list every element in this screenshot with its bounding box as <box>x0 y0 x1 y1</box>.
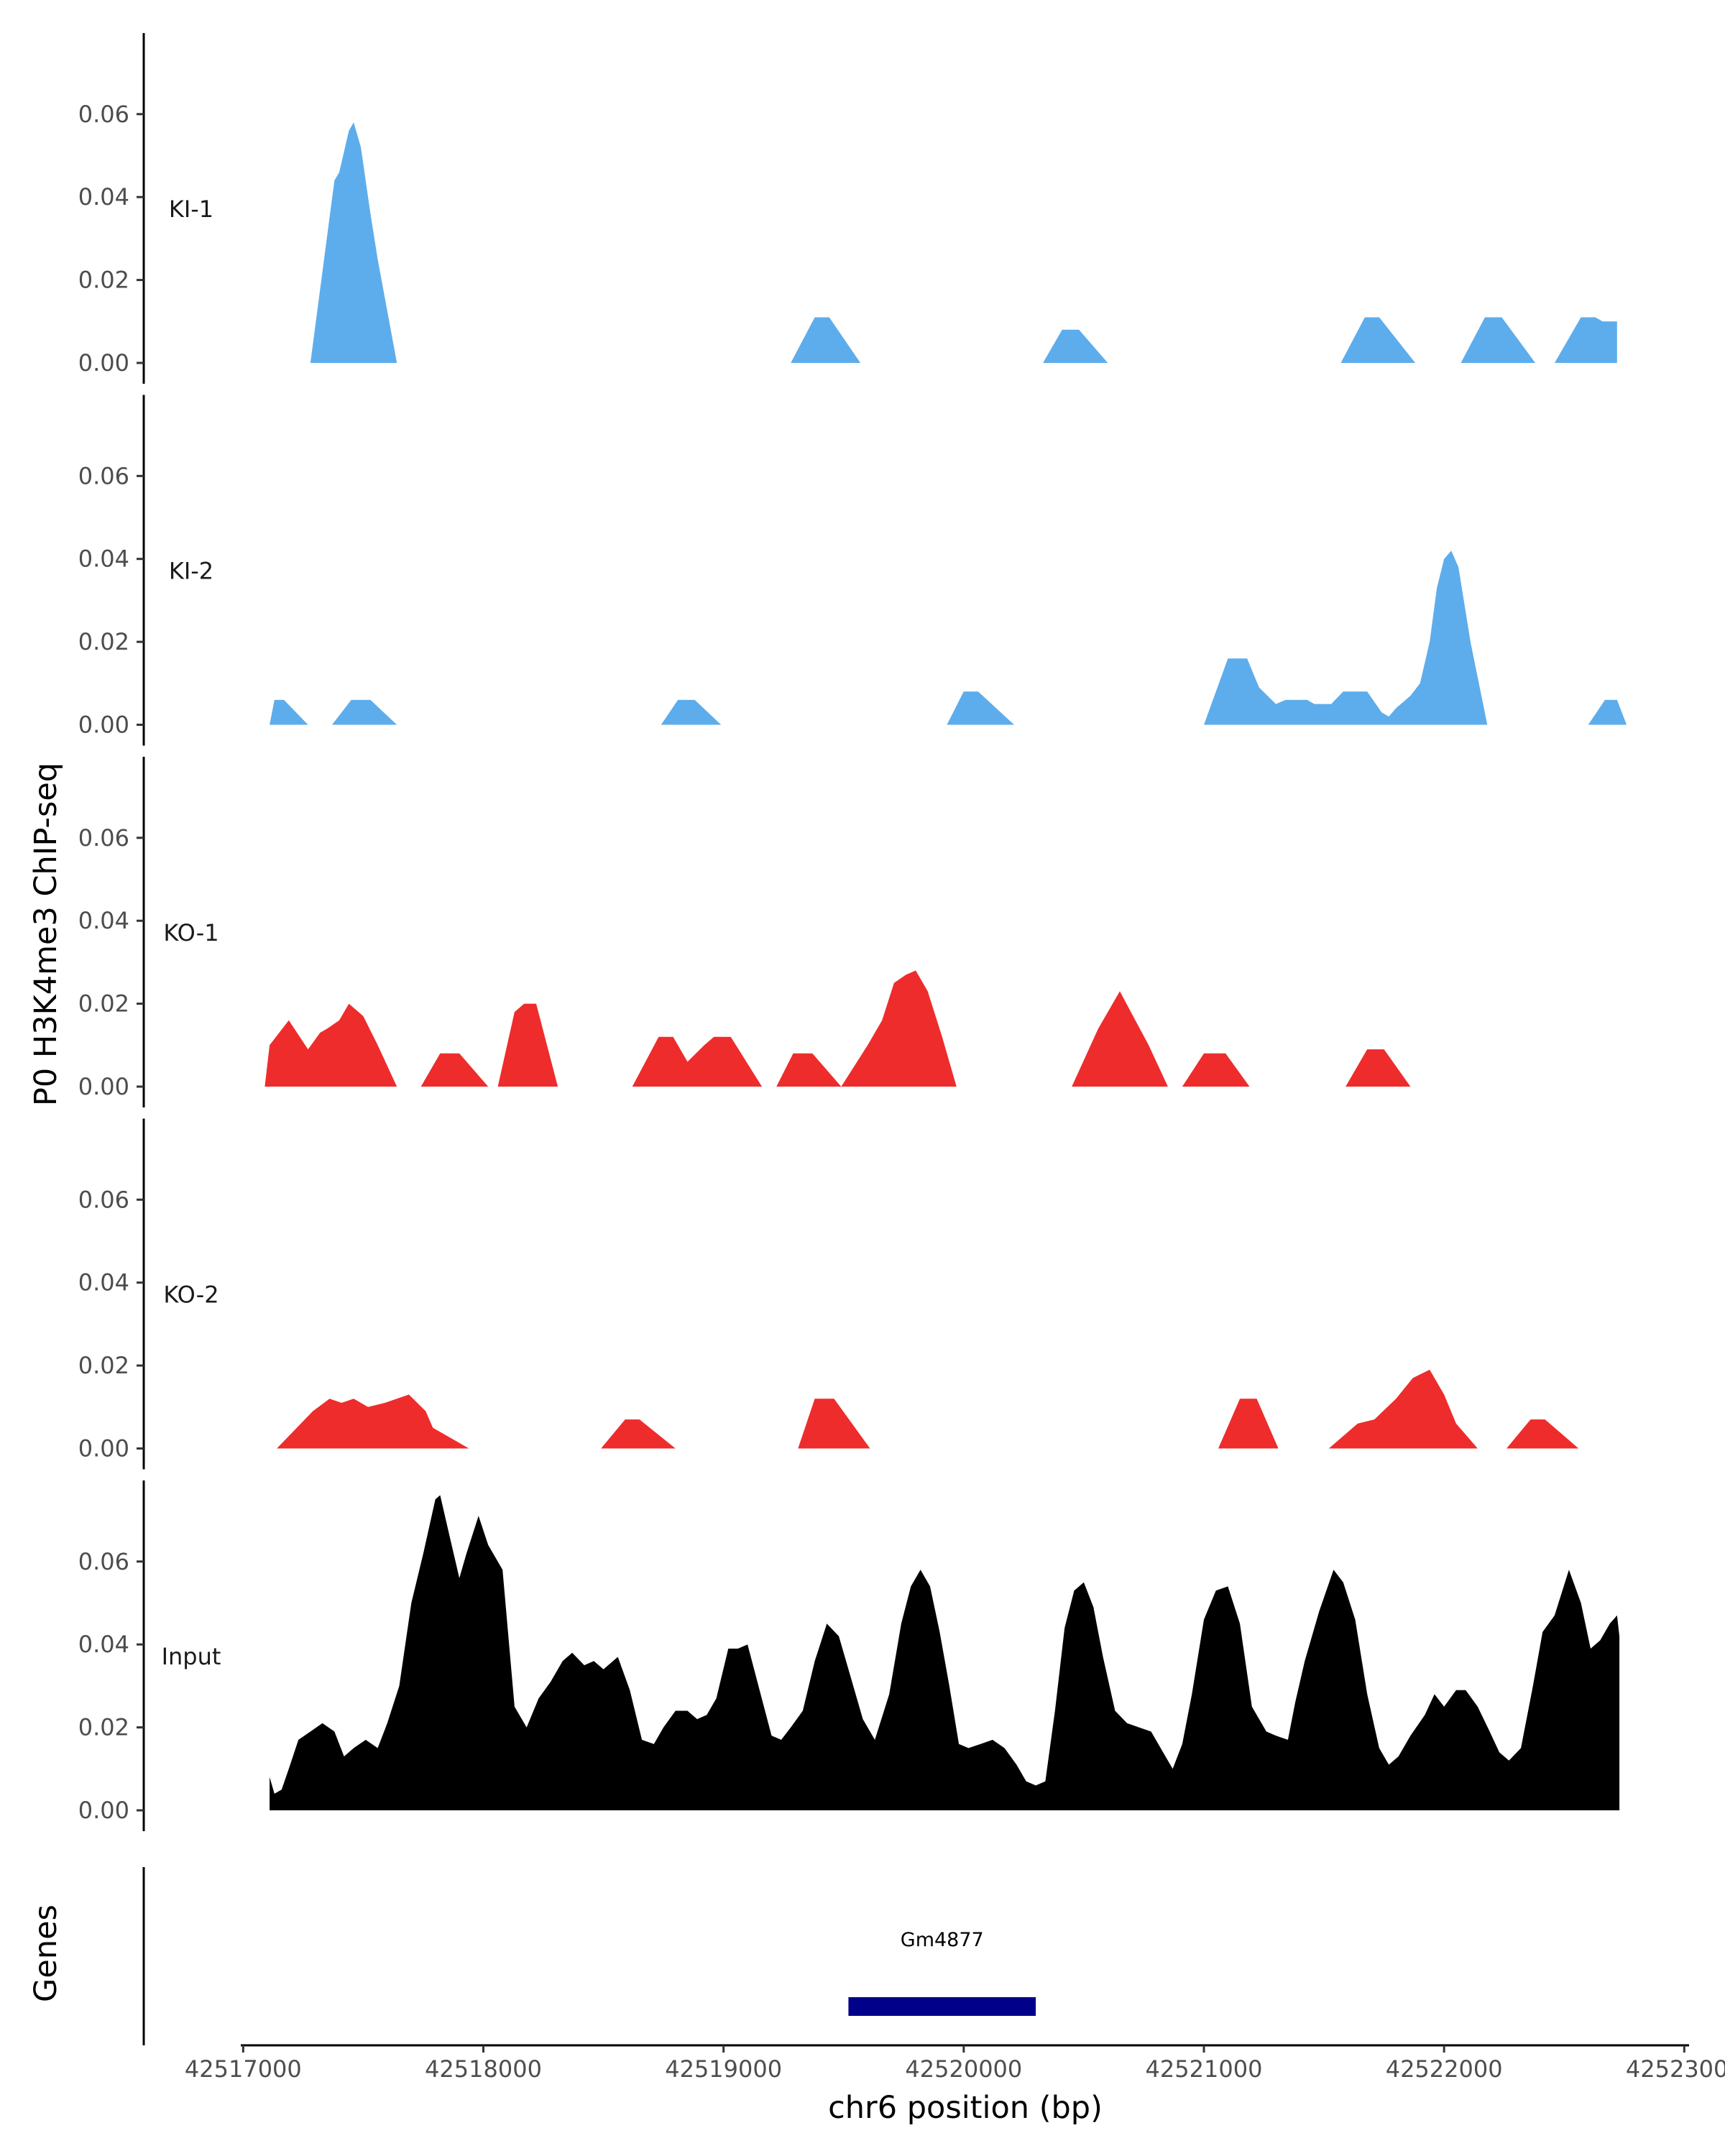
x-tick-label: 42523000 <box>1626 2055 1725 2083</box>
y-tick-label-ko-2: 0.02 <box>78 1352 129 1379</box>
track-label-ki-1: KI-1 <box>169 195 213 223</box>
y-tick-label-ko-2: 0.04 <box>78 1269 129 1296</box>
x-axis: 42517000 42518000 42519000 42520000 42521000… <box>185 2044 1725 2083</box>
y-tick-label-input: 0.00 <box>78 1797 129 1824</box>
y-tick-label-ki-2: 0.06 <box>78 462 129 489</box>
y-tick-label-ko-1: 0.02 <box>78 990 129 1018</box>
coverage-area-ki-1 <box>310 122 1617 364</box>
track-input: 0.00 0.02 0.04 0.06 Input <box>78 1480 1620 1831</box>
y-tick-label-ki-1: 0.06 <box>78 101 129 128</box>
y-tick-label-ki-2: 0.04 <box>78 545 129 573</box>
track-label-ko-2: KO-2 <box>163 1281 218 1309</box>
x-tick-label: 42519000 <box>665 2055 782 2083</box>
x-tick-label: 42520000 <box>905 2055 1022 2083</box>
coverage-area-ko-2 <box>277 1369 1579 1449</box>
y-tick-label-input: 0.06 <box>78 1548 129 1575</box>
y-tick-label-ko-2: 0.00 <box>78 1435 129 1462</box>
coverage-area-input <box>270 1495 1620 1810</box>
track-ko-2: 0.00 0.02 0.04 0.06 KO-2 <box>78 1118 1579 1470</box>
y-tick-label-ko-1: 0.04 <box>78 907 129 934</box>
y-tick-label-ko-1: 0.00 <box>78 1073 129 1100</box>
x-tick-label: 42521000 <box>1146 2055 1263 2083</box>
track-label-ko-1: KO-1 <box>163 919 218 946</box>
coverage-area-ko-1 <box>264 970 1411 1087</box>
x-tick-label: 42518000 <box>425 2055 542 2083</box>
tracks-layer: 0.00 0.02 0.04 0.06 KI-1 0.00 0.02 0.04 0.06 KI-2… <box>78 33 1627 1831</box>
y-axis-title: P0 H3K4me3 ChIP-seq <box>28 763 64 1106</box>
track-label-ki-2: KI-2 <box>169 558 213 585</box>
y-tick-label-input: 0.04 <box>78 1631 129 1658</box>
y-tick-label-ko-2: 0.06 <box>78 1186 129 1213</box>
track-ki-1: 0.00 0.02 0.04 0.06 KI-1 <box>78 33 1617 384</box>
y-tick-label-ko-1: 0.06 <box>78 824 129 852</box>
y-tick-label-input: 0.02 <box>78 1714 129 1741</box>
y-tick-label-ki-2: 0.00 <box>78 711 129 739</box>
genes-axis-title: Genes <box>28 1904 64 2002</box>
gene-label-gm4877: Gm4877 <box>901 1929 984 1951</box>
track-label-input: Input <box>162 1643 221 1670</box>
track-ko-1: 0.00 0.02 0.04 0.06 KO-1 <box>78 757 1411 1107</box>
x-tick-label: 42517000 <box>185 2055 302 2083</box>
gene-bar-gm4877 <box>848 1997 1036 2016</box>
x-axis-title: chr6 position (bp) <box>828 2090 1103 2126</box>
y-tick-label-ki-1: 0.02 <box>78 267 129 294</box>
track-ki-2: 0.00 0.02 0.04 0.06 KI-2 <box>78 395 1627 746</box>
y-tick-label-ki-1: 0.00 <box>78 349 129 377</box>
y-tick-label-ki-2: 0.02 <box>78 628 129 655</box>
x-tick-label: 42522000 <box>1386 2055 1503 2083</box>
y-tick-label-ki-1: 0.04 <box>78 183 129 211</box>
genes-layer: Gm4877 <box>142 1867 1036 2045</box>
